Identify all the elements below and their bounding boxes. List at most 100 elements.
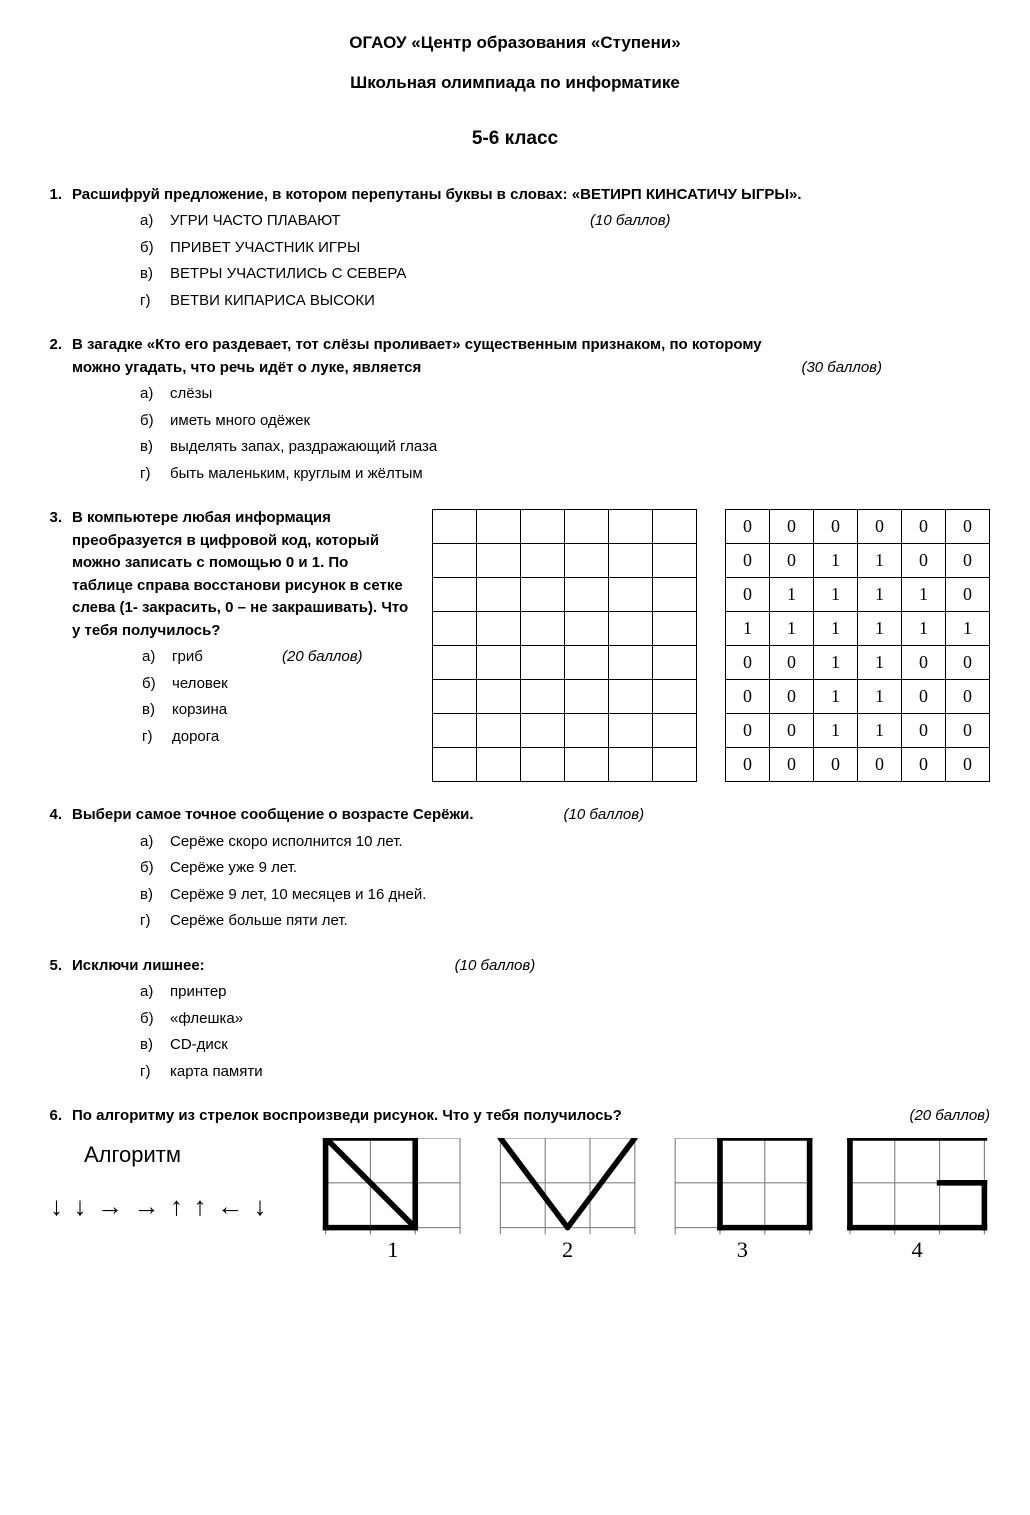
grid-cell: [433, 544, 477, 578]
q5-opt-b-text: «флешка»: [170, 1008, 990, 1031]
q3-opt-g-text: дорога: [172, 726, 412, 749]
grid-cell: [609, 544, 653, 578]
grid-cell: [653, 646, 697, 680]
grid-cell: [433, 646, 477, 680]
grid-cell: [565, 680, 609, 714]
q5-opt-a-letter: а): [140, 981, 170, 1004]
question-6: 6. По алгоритму из стрелок воспроизведи …: [40, 1105, 990, 1274]
grid-cell: 0: [814, 748, 858, 782]
grid-cell: [521, 714, 565, 748]
grid-cell: 0: [902, 646, 946, 680]
q3-opt-b-text: человек: [172, 673, 412, 696]
grid-cell: [433, 748, 477, 782]
grid-cell: 0: [946, 680, 990, 714]
grid-cell: [477, 748, 521, 782]
q6-shapes-block: 1234: [320, 1138, 990, 1274]
header-grade: 5-6 класс: [40, 125, 990, 154]
q3-opt-v-letter: в): [142, 699, 172, 722]
grid-cell: 0: [770, 748, 814, 782]
grid-cell: 1: [858, 680, 902, 714]
grid-cell: 0: [770, 544, 814, 578]
grid-cell: 1: [858, 646, 902, 680]
grid-cell: [521, 578, 565, 612]
grid-cell: [653, 510, 697, 544]
grid-cell: [653, 578, 697, 612]
q2-num: 2.: [40, 334, 72, 357]
grid-cell: [565, 714, 609, 748]
grid-cell: [521, 748, 565, 782]
q5-text: Исключи лишнее:: [72, 955, 205, 978]
grid-cell: [477, 510, 521, 544]
question-1: 1. Расшифруй предложение, в котором пере…: [40, 184, 990, 313]
grid-cell: 0: [726, 510, 770, 544]
q4-opt-b-letter: б): [140, 857, 170, 880]
q1-opt-g-text: ВЕТВИ КИПАРИСА ВЫСОКИ: [170, 290, 990, 313]
grid-cell: [477, 646, 521, 680]
q3-opt-a-text: гриб: [172, 646, 282, 669]
grid-cell: 0: [726, 680, 770, 714]
q1-opt-b-text: ПРИВЕТ УЧАСТНИК ИГРЫ: [170, 237, 990, 260]
grid-cell: [653, 544, 697, 578]
q4-num: 4.: [40, 804, 72, 827]
grid-cell: 0: [902, 748, 946, 782]
q2-opt-g-letter: г): [140, 463, 170, 486]
svg-text:4: 4: [912, 1236, 923, 1261]
grid-cell: [609, 578, 653, 612]
grid-cell: [565, 510, 609, 544]
q2-text-line1: В загадке «Кто его раздевает, тот слёзы …: [72, 334, 990, 357]
grid-cell: 1: [858, 714, 902, 748]
q5-opt-g-letter: г): [140, 1061, 170, 1084]
q3-opt-a-letter: а): [142, 646, 172, 669]
q5-opt-b-letter: б): [140, 1008, 170, 1031]
q5-points: (10 баллов): [455, 955, 536, 978]
q5-opt-g-text: карта памяти: [170, 1061, 990, 1084]
q4-opt-v-letter: в): [140, 884, 170, 907]
grid-cell: [521, 680, 565, 714]
grid-cell: 1: [858, 612, 902, 646]
header-event: Школьная олимпиада по информатике: [40, 70, 990, 96]
grid-cell: 0: [946, 544, 990, 578]
grid-cell: [477, 612, 521, 646]
grid-cell: [433, 578, 477, 612]
grid-cell: 0: [902, 510, 946, 544]
grid-cell: [653, 714, 697, 748]
grid-cell: 0: [946, 578, 990, 612]
grid-cell: 0: [902, 680, 946, 714]
q4-opt-g-letter: г): [140, 910, 170, 933]
grid-cell: [477, 544, 521, 578]
question-3: 3. В компьютере любая информация преобра…: [40, 507, 990, 782]
q1-opt-a-text: УГРИ ЧАСТО ПЛАВАЮТ: [170, 210, 590, 233]
grid-cell: 0: [770, 680, 814, 714]
q3-opt-v-text: корзина: [172, 699, 412, 722]
q2-opt-g-text: быть маленьким, круглым и жёлтым: [170, 463, 990, 486]
grid-cell: 0: [770, 646, 814, 680]
q1-opt-g-letter: г): [140, 290, 170, 313]
grid-cell: [477, 680, 521, 714]
grid-cell: 1: [770, 578, 814, 612]
header-org: ОГАОУ «Центр образования «Ступени»: [40, 30, 990, 56]
q6-algorithm-block: Алгоритм ↓ ↓ → → ↑ ↑ ← ↓: [50, 1138, 280, 1226]
grid-cell: 1: [902, 612, 946, 646]
grid-cell: 1: [814, 544, 858, 578]
q2-opt-v-letter: в): [140, 436, 170, 459]
grid-cell: 1: [858, 544, 902, 578]
svg-text:3: 3: [737, 1236, 748, 1261]
q2-opt-a-text: слёзы: [170, 383, 990, 406]
svg-text:2: 2: [562, 1236, 573, 1261]
question-4: 4. Выбери самое точное сообщение о возра…: [40, 804, 990, 933]
grid-cell: [609, 680, 653, 714]
q3-text: В компьютере любая информация преобразуе…: [72, 509, 408, 639]
q2-points: (30 баллов): [801, 357, 882, 380]
q3-points: (20 баллов): [282, 646, 363, 669]
q3-empty-grid: [432, 509, 697, 782]
grid-cell: 0: [814, 510, 858, 544]
grid-cell: 0: [770, 510, 814, 544]
q6-num: 6.: [40, 1105, 72, 1128]
grid-cell: [609, 510, 653, 544]
q3-opt-b-letter: б): [142, 673, 172, 696]
grid-cell: 0: [726, 748, 770, 782]
q1-num: 1.: [40, 184, 72, 207]
q1-points: (10 баллов): [590, 210, 671, 233]
grid-cell: 0: [726, 646, 770, 680]
grid-cell: [609, 612, 653, 646]
